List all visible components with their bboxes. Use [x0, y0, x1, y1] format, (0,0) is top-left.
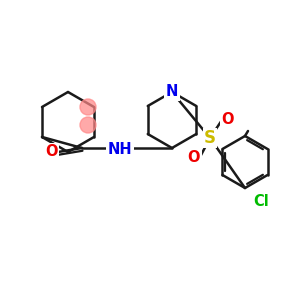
Circle shape	[80, 117, 96, 133]
Circle shape	[80, 99, 96, 115]
Text: O: O	[188, 149, 200, 164]
Text: O: O	[222, 112, 234, 128]
Text: S: S	[204, 129, 216, 147]
Text: O: O	[45, 145, 57, 160]
Text: Cl: Cl	[253, 194, 269, 209]
Text: N: N	[166, 85, 178, 100]
Text: NH: NH	[108, 142, 132, 158]
